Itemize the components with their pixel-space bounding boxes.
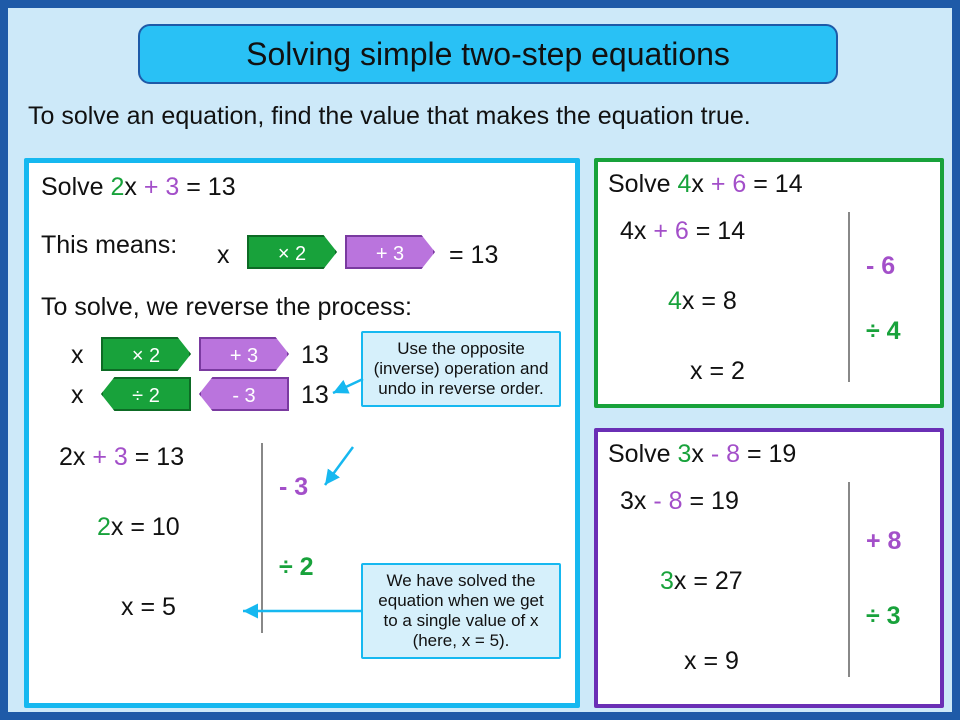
- work-op2: ÷ 2: [279, 553, 314, 582]
- p-l3: x = 9: [684, 647, 739, 676]
- divider-green: [848, 212, 850, 382]
- row2-x: x: [71, 381, 84, 410]
- eq-plus: + 3: [144, 173, 179, 201]
- work-l1-plus: + 3: [92, 443, 127, 471]
- g-coef: 4: [677, 170, 691, 198]
- p-coef: 3: [677, 440, 691, 468]
- means-x: x: [217, 241, 230, 270]
- eq-equals: = 13: [179, 173, 235, 201]
- p-op2: ÷ 3: [866, 602, 901, 631]
- tag-mult-2: × 2: [247, 235, 337, 269]
- title-text: Solving simple two-step equations: [246, 36, 730, 73]
- g-l1-lhs: 4x: [620, 217, 653, 245]
- work-l1-lhs: 2x: [59, 443, 92, 471]
- row1-x: x: [71, 341, 84, 370]
- means-result: = 13: [449, 241, 498, 270]
- solve-line: Solve 2x + 3 = 13: [41, 173, 236, 202]
- arrow-callout2: [239, 603, 369, 633]
- p-l2-rest: x = 27: [674, 567, 743, 595]
- eq-coef: 2: [110, 173, 124, 201]
- panel-example-purple: Solve 3x - 8 = 19 3x - 8 = 19 + 8 3x = 2…: [594, 428, 944, 708]
- arrow-callout1: [329, 373, 369, 403]
- g-l1-plus: + 6: [653, 217, 688, 245]
- callout-inverse: Use the opposite (inverse) operation and…: [361, 331, 561, 407]
- work-l2-rest: x = 10: [111, 513, 180, 541]
- g-op2: ÷ 4: [866, 317, 901, 346]
- tag-row2-sub: - 3: [199, 377, 289, 411]
- p-l1-rhs: = 19: [683, 487, 739, 515]
- tag-row2-div: ÷ 2: [101, 377, 191, 411]
- title-banner: Solving simple two-step equations: [138, 24, 838, 84]
- work-op1: - 3: [279, 473, 308, 502]
- eq-var: x: [124, 173, 143, 201]
- work-l3: x = 5: [121, 593, 176, 622]
- green-solve: Solve 4x + 6 = 14: [608, 170, 803, 199]
- divider-purple: [848, 482, 850, 677]
- g-l3: x = 2: [690, 357, 745, 386]
- row2-13: 13: [301, 381, 329, 410]
- arrow-op1: [319, 443, 359, 493]
- tag-add-3: + 3: [345, 235, 435, 269]
- g-op1: - 6: [866, 252, 895, 281]
- page-frame: Solving simple two-step equations To sol…: [0, 0, 960, 720]
- g-l2-rest: x = 8: [682, 287, 737, 315]
- g-l1: 4x + 6 = 14: [620, 217, 745, 246]
- tag-row1-mult: × 2: [101, 337, 191, 371]
- work-l1: 2x + 3 = 13: [59, 443, 184, 472]
- row1-13: 13: [301, 341, 329, 370]
- g-prefix: Solve: [608, 170, 677, 198]
- tag-row1-add: + 3: [199, 337, 289, 371]
- work-l1-eq: = 13: [128, 443, 184, 471]
- work-l2-coef: 2: [97, 513, 111, 541]
- p-l1-lhs: 3x: [620, 487, 653, 515]
- g-l1-rhs: = 14: [689, 217, 745, 245]
- work-l2: 2x = 10: [97, 513, 180, 542]
- p-l2-coef: 3: [660, 567, 674, 595]
- intro-text: To solve an equation, find the value tha…: [28, 102, 932, 131]
- p-prefix: Solve: [608, 440, 677, 468]
- solve-prefix: Solve: [41, 173, 110, 201]
- p-l1: 3x - 8 = 19: [620, 487, 739, 516]
- g-l2-coef: 4: [668, 287, 682, 315]
- p-op1: + 8: [866, 527, 901, 556]
- g-l2: 4x = 8: [668, 287, 737, 316]
- panel-main-example: Solve 2x + 3 = 13 This means: x × 2 + 3 …: [24, 158, 580, 708]
- g-plus: + 6: [711, 170, 746, 198]
- panel-example-green: Solve 4x + 6 = 14 4x + 6 = 14 - 6 4x = 8…: [594, 158, 944, 408]
- p-minus: - 8: [711, 440, 740, 468]
- g-var: x: [691, 170, 710, 198]
- g-eq: = 14: [746, 170, 802, 198]
- p-l2: 3x = 27: [660, 567, 743, 596]
- p-eq: = 19: [740, 440, 796, 468]
- means-label: This means:: [41, 231, 177, 260]
- p-var: x: [691, 440, 710, 468]
- p-l1-minus: - 8: [653, 487, 682, 515]
- reverse-label: To solve, we reverse the process:: [41, 293, 412, 322]
- callout-solved: We have solved the equation when we get …: [361, 563, 561, 659]
- purple-solve: Solve 3x - 8 = 19: [608, 440, 796, 469]
